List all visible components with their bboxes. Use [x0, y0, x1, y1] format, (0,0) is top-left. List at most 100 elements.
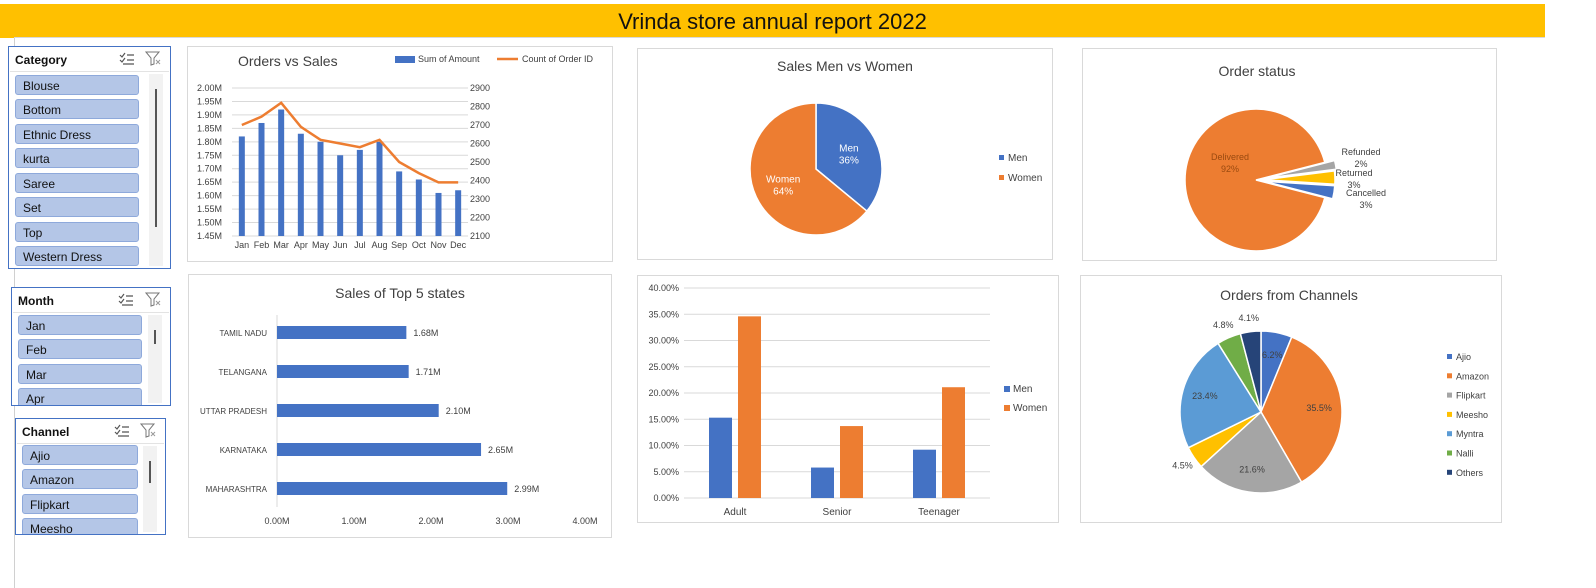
legend-swatch-amount	[395, 56, 415, 63]
slicer-item[interactable]: Mar	[18, 364, 142, 384]
y-right-tick-label: 2300	[470, 194, 490, 204]
sales-bar	[317, 141, 324, 236]
legend-label: Flipkart	[1456, 391, 1486, 401]
legend-label: Meesho	[1456, 410, 1488, 420]
orders-vs-sales-svg: Orders vs Sales 2.00M 1.95M 1.90M 1.85M 1.80M…	[197, 53, 594, 250]
clear-filter-icon[interactable]	[145, 292, 161, 307]
pie-slice-delivered	[1184, 108, 1326, 252]
y-tick-label: 10.00%	[648, 441, 679, 451]
x-tick-label: Dec	[450, 240, 467, 250]
y-tick-label: 0.00%	[653, 493, 679, 503]
slicer-item[interactable]: Blouse	[15, 75, 139, 95]
sales-bar	[435, 192, 442, 236]
slicer-item[interactable]: kurta	[15, 148, 139, 168]
slicer-item[interactable]: Top	[15, 222, 139, 242]
slicer-item[interactable]: Bottom	[15, 99, 139, 119]
state-bar	[277, 404, 439, 417]
legend-swatch	[1004, 386, 1010, 392]
x-tick-label: 3.00M	[495, 516, 520, 526]
x-tick-label: 2.00M	[418, 516, 443, 526]
clear-filter-icon[interactable]	[145, 51, 161, 66]
age-gender-bar	[709, 417, 732, 498]
scrollbar[interactable]	[148, 315, 162, 403]
x-tick-label: Apr	[294, 240, 308, 250]
legend-label: Amazon	[1456, 371, 1489, 381]
pie-label: Delivered	[1211, 152, 1249, 162]
y-tick-label: 35.00%	[648, 309, 679, 319]
slicer-item[interactable]: Saree	[15, 173, 139, 193]
slicer-item[interactable]: Jan	[18, 315, 142, 335]
y-right-tick-label: 2800	[470, 102, 490, 112]
slicer-item[interactable]: Flipkart	[22, 494, 138, 514]
divider	[17, 443, 164, 444]
y-right-tick-label: 2100	[470, 231, 490, 241]
slicer-item[interactable]: Apr	[18, 388, 142, 405]
pie-label: Women	[766, 174, 800, 185]
x-tick-label: Jun	[333, 240, 348, 250]
y-tick-label: UTTAR PRADESH	[200, 407, 267, 416]
y-tick-label: TELANGANA	[219, 368, 268, 377]
month-slicer[interactable]: Month Jan Feb Mar Apr	[11, 287, 171, 406]
scrollbar[interactable]	[149, 74, 163, 266]
pie-slice-men	[815, 102, 883, 213]
slicer-item[interactable]: Amazon	[22, 469, 138, 489]
y-left-tick-label: 1.80M	[197, 137, 222, 147]
x-tick-label: Sep	[391, 240, 407, 250]
y-left-tick-label: 1.65M	[197, 177, 222, 187]
pie-value: 35.5%	[1306, 403, 1332, 413]
slicer-item[interactable]: Meesho	[22, 518, 138, 534]
channel-slicer[interactable]: Channel Ajio Amazon Flipkart Meesho	[15, 418, 166, 535]
pie-value: 21.6%	[1239, 465, 1265, 475]
age-gender-bar	[738, 316, 761, 498]
legend-label: Ajio	[1456, 352, 1471, 362]
multi-select-icon[interactable]	[118, 293, 134, 307]
scrollbar-thumb[interactable]	[149, 461, 151, 483]
x-tick-label: Teenager	[918, 507, 960, 518]
category-slicer-header: Category	[15, 53, 68, 67]
y-left-tick-label: 1.60M	[197, 191, 222, 201]
state-bar	[277, 326, 407, 339]
multi-select-icon[interactable]	[119, 52, 135, 66]
category-slicer[interactable]: Category Blouse Bottom Ethnic Dress kurt…	[8, 46, 171, 269]
state-bar	[277, 482, 508, 495]
sales-bar	[455, 190, 462, 236]
age-gender-chart: 40.00% 35.00% 30.00% 25.00% 20.00% 15.00% 10.0…	[637, 275, 1059, 523]
slicer-item[interactable]: Feb	[18, 339, 142, 359]
y-tick-label: 20.00%	[648, 388, 679, 398]
slicer-item[interactable]: Set	[15, 197, 139, 217]
multi-select-icon[interactable]	[114, 424, 130, 438]
pie-slice-cancelled	[1263, 180, 1336, 200]
x-tick-label: Jan	[235, 240, 250, 250]
y-left-tick-label: 1.95M	[197, 96, 222, 106]
slicer-item[interactable]: Ethnic Dress	[15, 124, 139, 144]
order-status-chart: Order status Delivered 92% Refunded 2% Return…	[1082, 48, 1497, 261]
divider	[14, 37, 1545, 38]
scrollbar[interactable]	[143, 446, 157, 532]
y-right-tick-label: 2200	[470, 213, 490, 223]
x-tick-label: Jul	[354, 240, 366, 250]
month-slicer-header: Month	[18, 294, 54, 308]
pie-slice-others	[1239, 330, 1262, 413]
age-gender-bar	[811, 467, 834, 498]
channel-slicer-header: Channel	[22, 425, 70, 439]
slicer-item[interactable]: Western Dress	[15, 246, 139, 266]
legend-swatch	[1447, 469, 1452, 475]
order-status-svg: Order status Delivered 92% Refunded 2%Return…	[1184, 63, 1386, 252]
slicer-item[interactable]: Ajio	[22, 445, 138, 465]
clear-filter-icon[interactable]	[140, 423, 156, 438]
x-tick-label: 0.00M	[264, 516, 289, 526]
legend-swatch	[1447, 354, 1452, 359]
data-label: 2.10M	[446, 406, 471, 416]
age-gender-bar	[840, 426, 863, 498]
y-right-tick-label: 2500	[470, 157, 490, 167]
pie-label: Cancelled	[1346, 188, 1386, 198]
scrollbar-thumb[interactable]	[154, 330, 156, 344]
pie-slice-women	[749, 102, 868, 236]
pie-value: 92%	[1221, 164, 1239, 174]
data-label: 2.99M	[514, 484, 539, 494]
sales-bar	[278, 109, 285, 236]
sales-bar	[415, 179, 422, 236]
x-tick-label: Oct	[412, 240, 427, 250]
scrollbar-thumb[interactable]	[155, 89, 157, 227]
legend-label: Others	[1456, 468, 1484, 478]
